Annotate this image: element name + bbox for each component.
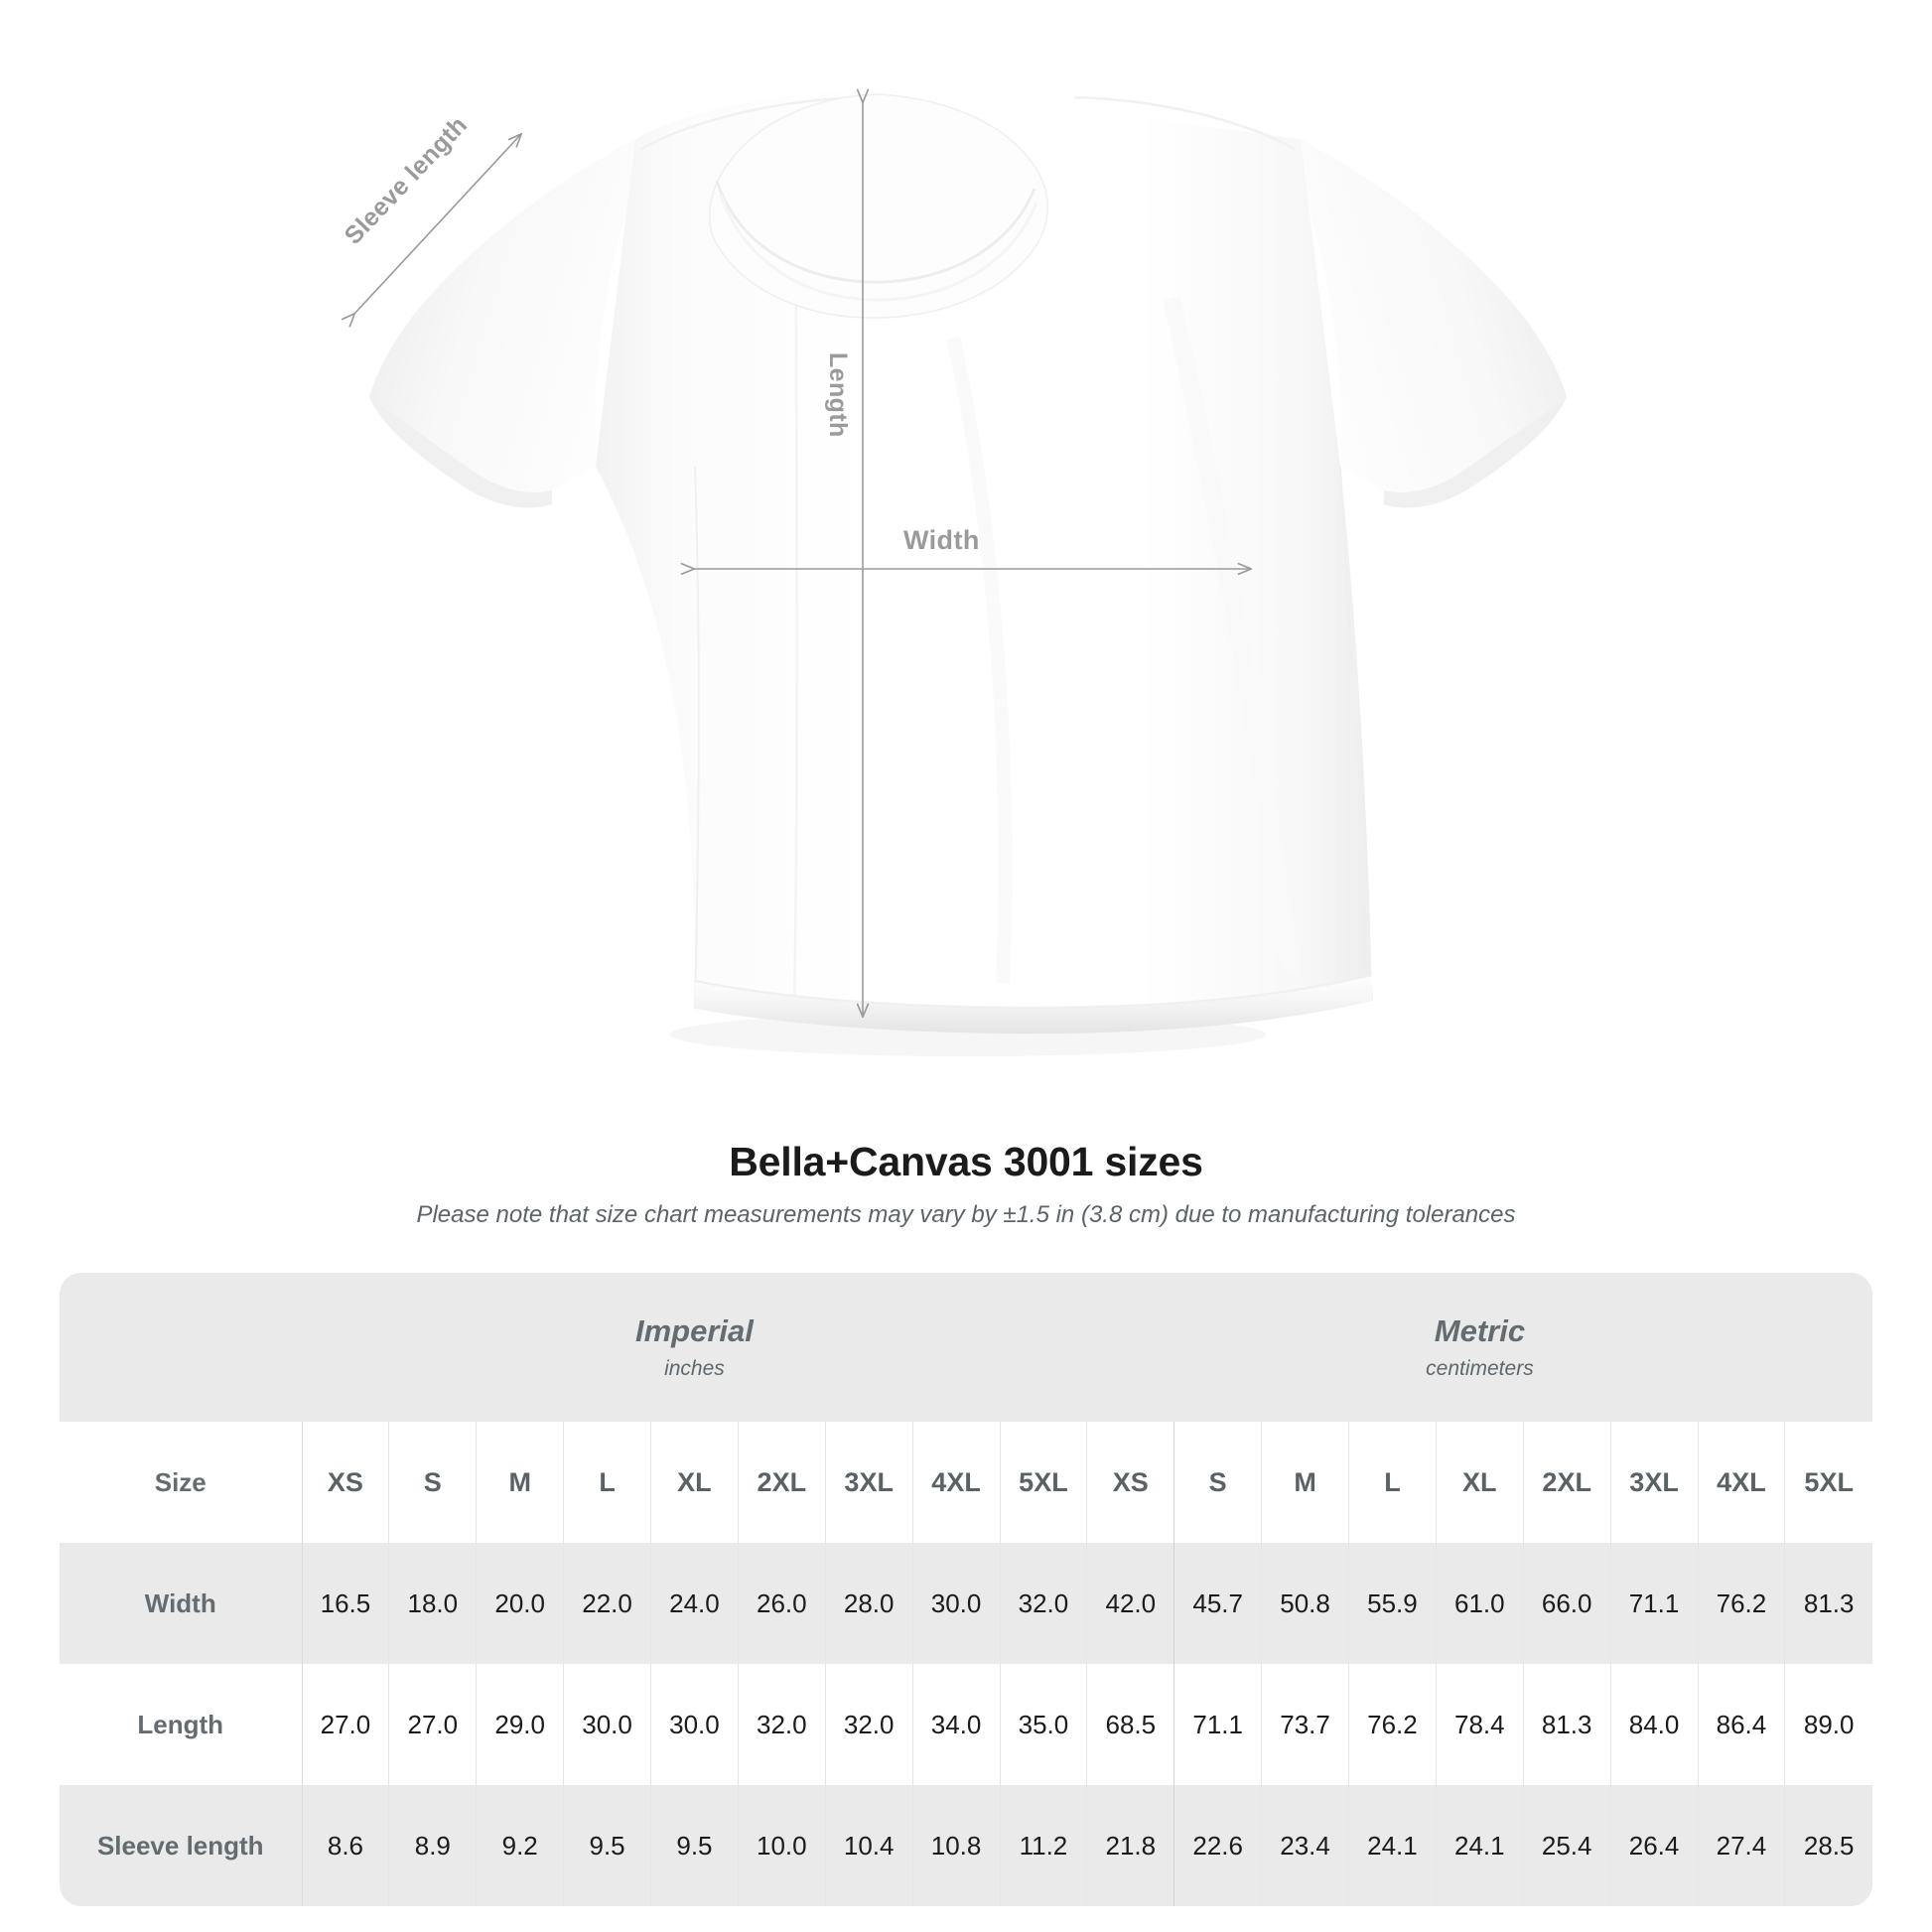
row-header-sleeve-length: Sleeve length bbox=[60, 1785, 303, 1906]
row-header-size: Size bbox=[60, 1422, 303, 1543]
size-header-cell: S bbox=[1173, 1422, 1263, 1543]
table-row: Length 27.0 27.0 29.0 30.0 30.0 32.0 32.0 34.0 35… bbox=[60, 1664, 1872, 1785]
table-cell: 86.4 bbox=[1698, 1664, 1786, 1785]
table-cell: 25.4 bbox=[1523, 1785, 1611, 1906]
table-cell: 73.7 bbox=[1261, 1664, 1349, 1785]
tshirt-illustration bbox=[341, 88, 1567, 1035]
length-label: Length bbox=[824, 352, 852, 438]
size-header-cell: XS bbox=[1086, 1422, 1175, 1543]
unit-name: Metric bbox=[1434, 1312, 1526, 1348]
size-header-cell: 3XL bbox=[825, 1422, 913, 1543]
unit-name: Imperial bbox=[634, 1312, 754, 1348]
table-cell: 34.0 bbox=[912, 1664, 1001, 1785]
table-cell: 42.0 bbox=[1086, 1543, 1175, 1664]
table-cell: 71.1 bbox=[1173, 1664, 1263, 1785]
unit-subtitle: centimeters bbox=[1426, 1357, 1534, 1380]
table-cell: 26.0 bbox=[738, 1543, 826, 1664]
size-header-cell: 2XL bbox=[1523, 1422, 1611, 1543]
table-cell: 61.0 bbox=[1436, 1543, 1524, 1664]
size-header-row: Size XS S M L XL 2XL 3XL 4XL 5XL XS S M L XL 2XL 3XL 4XL 5… bbox=[60, 1422, 1872, 1543]
table-cell: 27.4 bbox=[1698, 1785, 1786, 1906]
tshirt-measurement-diagram: Sleeve length Length Width bbox=[339, 88, 1567, 1035]
table-cell: 78.4 bbox=[1436, 1664, 1524, 1785]
unit-header-imperial: Imperial inches bbox=[302, 1273, 1087, 1422]
table-cell: 10.0 bbox=[738, 1785, 826, 1906]
size-header-cell: M bbox=[1261, 1422, 1349, 1543]
table-cell: 16.5 bbox=[302, 1543, 390, 1664]
table-cell: 76.2 bbox=[1348, 1664, 1437, 1785]
table-cell: 32.0 bbox=[738, 1664, 826, 1785]
table-cell: 22.0 bbox=[563, 1543, 651, 1664]
table-cell: 29.0 bbox=[476, 1664, 565, 1785]
table-cell: 45.7 bbox=[1173, 1543, 1263, 1664]
table-cell: 30.0 bbox=[650, 1664, 739, 1785]
size-header-cell: S bbox=[388, 1422, 478, 1543]
table-cell: 55.9 bbox=[1348, 1543, 1437, 1664]
table-cell: 30.0 bbox=[563, 1664, 651, 1785]
size-header-cell: 5XL bbox=[1784, 1422, 1872, 1543]
table-cell: 28.0 bbox=[825, 1543, 913, 1664]
table-cell: 9.2 bbox=[476, 1785, 565, 1906]
table-row: Sleeve length 8.6 8.9 9.2 9.5 9.5 10.0 10.4 10.8… bbox=[60, 1785, 1872, 1906]
table-cell: 24.1 bbox=[1348, 1785, 1437, 1906]
size-chart-table-container: Imperial inches Metric centimeters Size XS S M L… bbox=[60, 1273, 1872, 1906]
unit-header-spacer bbox=[60, 1273, 302, 1422]
table-cell: 10.8 bbox=[912, 1785, 1001, 1906]
table-cell: 28.5 bbox=[1784, 1785, 1872, 1906]
table-cell: 81.3 bbox=[1784, 1543, 1872, 1664]
table-cell: 27.0 bbox=[388, 1664, 478, 1785]
size-header-cell: XS bbox=[302, 1422, 390, 1543]
size-header-cell: 3XL bbox=[1610, 1422, 1699, 1543]
unit-header-metric: Metric centimeters bbox=[1086, 1273, 1872, 1422]
table-cell: 23.4 bbox=[1261, 1785, 1349, 1906]
table-cell: 10.4 bbox=[825, 1785, 913, 1906]
table-cell: 66.0 bbox=[1523, 1543, 1611, 1664]
table-cell: 76.2 bbox=[1698, 1543, 1786, 1664]
table-cell: 32.0 bbox=[1000, 1543, 1088, 1664]
chart-caption: Bella+Canvas 3001 sizes Please note that… bbox=[0, 1138, 1932, 1230]
unit-header-row: Imperial inches Metric centimeters bbox=[60, 1273, 1872, 1422]
table-cell: 71.1 bbox=[1610, 1543, 1699, 1664]
table-cell: 24.1 bbox=[1436, 1785, 1524, 1906]
table-cell: 24.0 bbox=[650, 1543, 739, 1664]
size-header-cell: 4XL bbox=[1698, 1422, 1786, 1543]
size-header-cell: L bbox=[563, 1422, 651, 1543]
table-cell: 11.2 bbox=[1000, 1785, 1088, 1906]
size-chart-table: Imperial inches Metric centimeters Size XS S M L… bbox=[60, 1273, 1872, 1906]
sleeve-length-dimension-arrow bbox=[341, 132, 523, 328]
row-header-width: Width bbox=[60, 1543, 303, 1664]
table-cell: 18.0 bbox=[388, 1543, 478, 1664]
table-cell: 9.5 bbox=[650, 1785, 739, 1906]
table-cell: 21.8 bbox=[1086, 1785, 1175, 1906]
table-cell: 22.6 bbox=[1173, 1785, 1263, 1906]
table-cell: 26.4 bbox=[1610, 1785, 1699, 1906]
size-header-cell: M bbox=[476, 1422, 565, 1543]
tolerance-note: Please note that size chart measurements… bbox=[416, 1201, 1516, 1229]
size-header-cell: 2XL bbox=[738, 1422, 826, 1543]
unit-subtitle: inches bbox=[664, 1357, 725, 1380]
table-cell: 35.0 bbox=[1000, 1664, 1088, 1785]
row-header-length: Length bbox=[60, 1664, 303, 1785]
size-header-cell: XL bbox=[650, 1422, 739, 1543]
size-header-cell: L bbox=[1348, 1422, 1437, 1543]
table-cell: 50.8 bbox=[1261, 1543, 1349, 1664]
table-cell: 68.5 bbox=[1086, 1664, 1175, 1785]
table-cell: 89.0 bbox=[1784, 1664, 1872, 1785]
size-header-cell: 5XL bbox=[1000, 1422, 1088, 1543]
page-title: Bella+Canvas 3001 sizes bbox=[729, 1139, 1203, 1184]
table-cell: 84.0 bbox=[1610, 1664, 1699, 1785]
table-cell: 20.0 bbox=[476, 1543, 565, 1664]
table-cell: 8.9 bbox=[388, 1785, 478, 1906]
table-cell: 9.5 bbox=[563, 1785, 651, 1906]
table-cell: 30.0 bbox=[912, 1543, 1001, 1664]
size-header-cell: 4XL bbox=[912, 1422, 1001, 1543]
table-cell: 8.6 bbox=[302, 1785, 390, 1906]
table-cell: 27.0 bbox=[302, 1664, 390, 1785]
table-row: Width 16.5 18.0 20.0 22.0 24.0 26.0 28.0 30.0 32.… bbox=[60, 1543, 1872, 1664]
width-label: Width bbox=[903, 525, 980, 555]
table-cell: 81.3 bbox=[1523, 1664, 1611, 1785]
table-cell: 32.0 bbox=[825, 1664, 913, 1785]
size-header-cell: XL bbox=[1436, 1422, 1524, 1543]
